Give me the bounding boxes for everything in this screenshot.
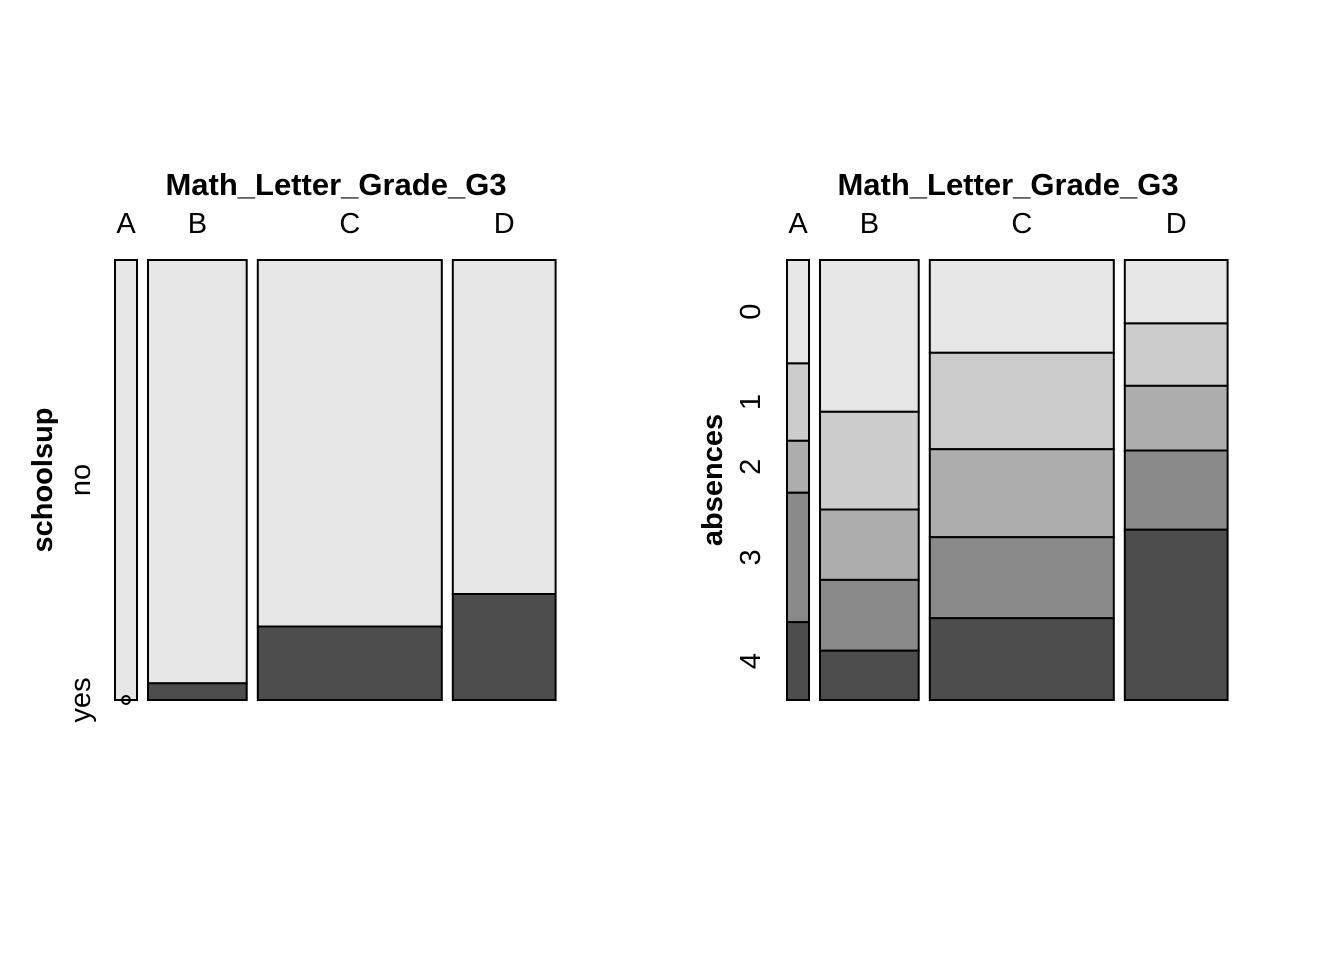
- level-tick-label: yes: [65, 677, 97, 722]
- mosaic-tile: [819, 649, 920, 702]
- category-tick-labels: A B C D: [788, 208, 1186, 240]
- mosaic-tile: [928, 448, 1115, 539]
- mosaic-tile: [786, 259, 810, 365]
- mosaic-tile: [1123, 259, 1229, 325]
- level-tick-label: 0: [735, 304, 767, 320]
- mosaic-tile: [819, 578, 920, 652]
- mosaic-tile: [1123, 384, 1229, 452]
- level-tick-label: no: [65, 464, 97, 496]
- mosaic-tiles: [786, 259, 1229, 702]
- mosaic-tile: [256, 259, 443, 628]
- y-axis-label: absences: [697, 414, 729, 546]
- mosaic-tile: [928, 351, 1115, 451]
- category-tick-label: C: [339, 208, 360, 240]
- mosaic-panel-absences: Math_Letter_Grade_G3 absences A B C D 0 1 2 3 4: [697, 167, 1229, 702]
- mosaic-tile: [786, 491, 810, 624]
- mosaic-tile: [819, 259, 920, 413]
- mosaic-tile: [819, 508, 920, 581]
- mosaic-tile: [819, 410, 920, 511]
- chart-title: Math_Letter_Grade_G3: [165, 167, 506, 202]
- mosaic-tile: [928, 259, 1115, 354]
- level-tick-label: 1: [735, 394, 767, 410]
- mosaic-tile: [451, 593, 557, 701]
- level-tick-label: 4: [735, 653, 767, 669]
- mosaic-tile: [928, 536, 1115, 620]
- empty-tile-marker: [121, 695, 131, 705]
- category-tick-label: D: [494, 208, 515, 240]
- mosaic-tile: [1123, 322, 1229, 387]
- mosaic-tile: [147, 682, 248, 701]
- mosaic-tile: [928, 617, 1115, 702]
- category-tick-label: A: [116, 208, 136, 240]
- mosaic-tile: [256, 625, 443, 701]
- y-axis-label: schoolsup: [27, 407, 59, 552]
- mosaic-panel-schoolsup: Math_Letter_Grade_G3 schoolsup A B C D no ye…: [27, 167, 557, 723]
- level-tick-labels: 0 1 2 3 4: [735, 304, 767, 670]
- mosaic-tile: [1123, 528, 1229, 702]
- level-tick-label: 2: [735, 459, 767, 475]
- mosaic-tile: [786, 621, 810, 701]
- mosaic-tile: [147, 259, 248, 685]
- category-tick-label: B: [188, 208, 207, 240]
- category-tick-label: B: [860, 208, 879, 240]
- mosaic-tile: [451, 259, 557, 595]
- mosaic-tile: [1123, 449, 1229, 531]
- mosaic-tiles: [114, 259, 557, 705]
- chart-title: Math_Letter_Grade_G3: [837, 167, 1178, 202]
- mosaic-tile: [114, 259, 138, 701]
- mosaic-tile: [786, 362, 810, 442]
- category-tick-label: D: [1166, 208, 1187, 240]
- category-tick-labels: A B C D: [116, 208, 514, 240]
- category-tick-label: A: [788, 208, 808, 240]
- level-tick-label: 3: [735, 549, 767, 565]
- category-tick-label: C: [1011, 208, 1032, 240]
- mosaic-tile: [786, 439, 810, 494]
- level-tick-labels: no yes: [65, 464, 97, 723]
